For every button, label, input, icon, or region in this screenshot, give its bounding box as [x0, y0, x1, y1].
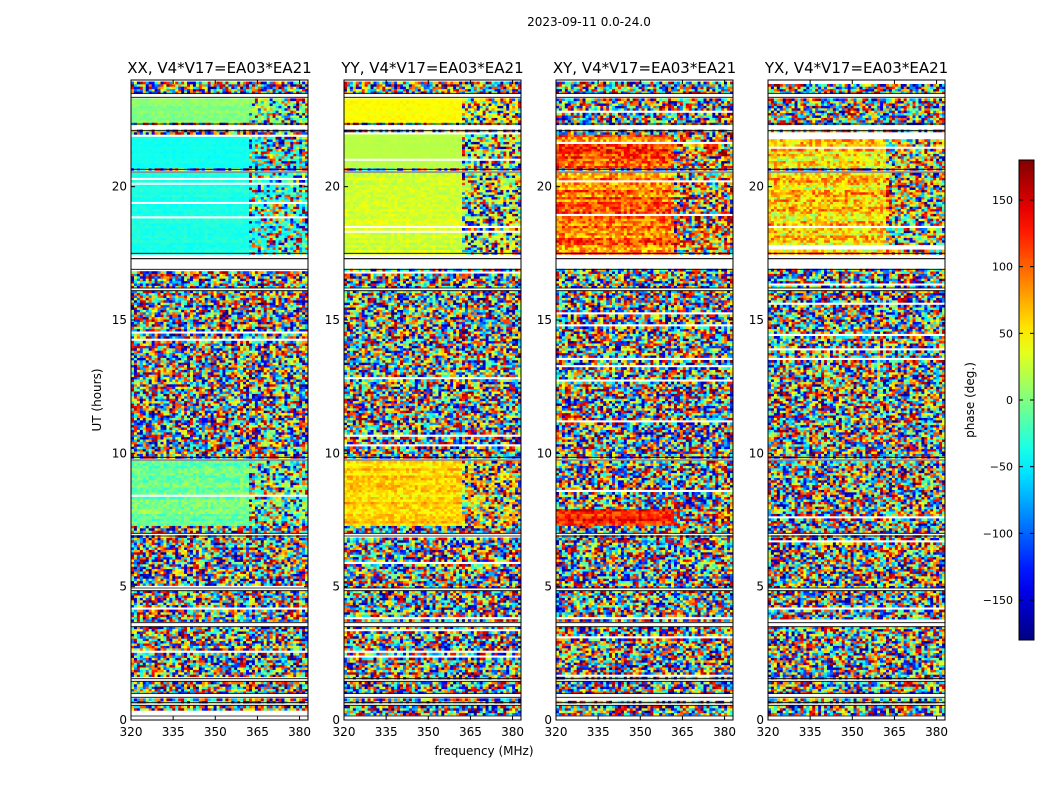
panel-title: XY, V4*V17=EA03*EA21	[553, 59, 736, 77]
y-tick-label: 15	[112, 313, 127, 327]
y-tick-label: 10	[537, 446, 552, 460]
x-tick-label: 320	[545, 725, 568, 739]
y-tick-label: 10	[749, 446, 764, 460]
colorbar-tick-label: 150	[992, 194, 1013, 207]
x-tick-label: 380	[288, 725, 311, 739]
x-tick-label: 365	[246, 725, 269, 739]
phase-heatmap	[344, 81, 521, 716]
x-tick-label: 365	[883, 725, 906, 739]
y-tick-label: 0	[544, 713, 552, 727]
y-tick-label: 15	[537, 313, 552, 327]
panel-0: XX, V4*V17=EA03*EA21 320 335 350 365 380 0 5 10 1…	[112, 59, 312, 739]
x-tick-label: 335	[587, 725, 610, 739]
y-tick-label: 0	[332, 713, 340, 727]
x-tick-label: 350	[629, 725, 652, 739]
x-tick-label: 380	[925, 725, 948, 739]
colorbar-tick-label: 100	[992, 261, 1013, 274]
y-tick-label: 5	[544, 580, 552, 594]
y-tick-label: 20	[537, 180, 552, 194]
x-tick-label: 320	[120, 725, 143, 739]
y-tick-label: 0	[119, 713, 127, 727]
colorbar-tick-label: 0	[1006, 394, 1013, 407]
x-tick-label: 320	[757, 725, 780, 739]
y-tick-label: 15	[325, 313, 340, 327]
panel-title: YX, V4*V17=EA03*EA21	[764, 59, 948, 77]
panel-1: YY, V4*V17=EA03*EA21 320 335 350 365 380 0 5 10 1…	[325, 59, 524, 739]
x-tick-label: 350	[841, 725, 864, 739]
y-axis-label: UT (hours)	[90, 368, 104, 431]
panel-frame	[343, 79, 522, 721]
colorbar-tick-label: −50	[990, 461, 1013, 474]
figure-suptitle: 2023-09-11 0.0-24.0	[527, 15, 651, 29]
y-tick-label: 5	[119, 580, 127, 594]
x-tick-label: 365	[671, 725, 694, 739]
colorbar: 150 100 50 0 −50 −100 −150 phase (deg.)	[963, 159, 1035, 641]
panel-title: YY, V4*V17=EA03*EA21	[340, 59, 523, 77]
x-axis-label: frequency (MHz)	[434, 744, 533, 758]
panel-3: YX, V4*V17=EA03*EA21 320 335 350 365 380 0 5 10 1…	[749, 59, 948, 739]
y-tick-label: 10	[112, 446, 127, 460]
y-tick-label: 20	[749, 180, 764, 194]
x-tick-label: 335	[375, 725, 398, 739]
colorbar-label: phase (deg.)	[963, 362, 977, 438]
y-tick-label: 15	[749, 313, 764, 327]
phase-heatmap	[768, 84, 945, 716]
colorbar-tick-label: 50	[999, 327, 1013, 340]
panel-title: XX, V4*V17=EA03*EA21	[127, 59, 311, 77]
colorbar-tick-label: −100	[983, 527, 1013, 540]
colorbar-tick-label: −150	[983, 594, 1013, 607]
phase-heatmap	[131, 81, 308, 711]
x-tick-label: 380	[713, 725, 736, 739]
x-tick-label: 380	[501, 725, 524, 739]
phase-heatmap	[556, 81, 733, 716]
panel-2: XY, V4*V17=EA03*EA21 320 335 350 365 380 0 5 10 1…	[537, 59, 736, 739]
x-tick-label: 335	[162, 725, 185, 739]
x-tick-label: 320	[333, 725, 356, 739]
y-tick-label: 20	[325, 180, 340, 194]
panel-frame	[555, 79, 734, 721]
y-tick-label: 20	[112, 180, 127, 194]
y-tick-label: 5	[756, 580, 764, 594]
x-tick-label: 335	[799, 725, 822, 739]
panel-frame	[130, 79, 309, 721]
x-tick-label: 350	[417, 725, 440, 739]
panel-frame	[767, 79, 946, 721]
y-tick-label: 5	[332, 580, 340, 594]
y-tick-label: 10	[325, 446, 340, 460]
x-tick-label: 350	[204, 725, 227, 739]
panels: XX, V4*V17=EA03*EA21 320 335 350 365 380 0 5 10 1…	[112, 59, 948, 739]
x-tick-label: 365	[459, 725, 482, 739]
y-tick-label: 0	[756, 713, 764, 727]
